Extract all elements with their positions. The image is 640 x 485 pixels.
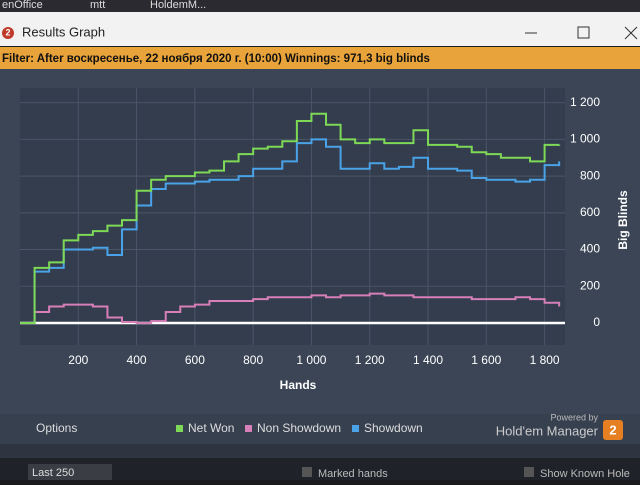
series-line	[20, 292, 561, 324]
legend-label: Net Won	[188, 421, 234, 435]
taskbar	[0, 0, 640, 12]
close-button[interactable]	[624, 26, 638, 40]
brand-version: 2	[609, 422, 616, 437]
y-tick-label: 1 000	[570, 132, 600, 146]
x-axis-label: Hands	[280, 378, 317, 392]
y-tick-label: 400	[580, 242, 600, 256]
options-button[interactable]: Options	[36, 421, 77, 435]
series-line	[20, 112, 561, 324]
scrollbar[interactable]	[0, 444, 640, 458]
legend-swatch	[245, 425, 252, 432]
x-tick-label: 1 400	[413, 353, 443, 367]
app-icon	[2, 27, 14, 39]
brand: Hold'em Manager	[496, 423, 599, 438]
brand-logo	[603, 420, 623, 440]
title-bar	[0, 12, 640, 46]
legend-label: Non Showdown	[257, 421, 341, 435]
x-tick-label: 1 600	[471, 353, 501, 367]
filter-text: Filter: After воскресенье, 22 ноября 202…	[2, 53, 430, 65]
range-dropdown[interactable]	[28, 464, 112, 480]
window-title: Results Graph	[22, 24, 105, 39]
marked-checkbox[interactable]	[302, 467, 312, 477]
toolbar	[0, 458, 640, 480]
legend-label: Showdown	[364, 421, 423, 435]
legend-swatch	[352, 425, 359, 432]
y-tick-label: 800	[580, 168, 600, 182]
taskbar-item[interactable]: HoldemM...	[150, 0, 206, 11]
x-tick-label: 1 200	[355, 353, 385, 367]
app-icon-label: 2	[5, 27, 10, 37]
x-tick-label: 200	[68, 353, 88, 367]
plot-area	[20, 88, 565, 345]
marked-label[interactable]: Marked hands	[318, 468, 388, 480]
y-axis-label: Big Blinds	[616, 190, 630, 250]
y-tick-label: 200	[580, 278, 600, 292]
legend-bar	[0, 414, 640, 444]
y-tick-label: 600	[580, 205, 600, 219]
powered-by: Powered by	[550, 412, 598, 422]
x-tick-label: 800	[243, 353, 263, 367]
series-line	[20, 138, 561, 324]
show-label[interactable]: Show Known Hole	[540, 468, 630, 480]
show-checkbox[interactable]	[524, 467, 534, 477]
y-tick-label: 0	[593, 315, 600, 329]
taskbar-item[interactable]: mtt	[90, 0, 105, 11]
taskbar-item[interactable]: enOffice	[2, 0, 43, 11]
x-tick-label: 1 000	[296, 353, 326, 367]
y-tick-label: 1 200	[570, 95, 600, 109]
x-tick-label: 600	[185, 353, 205, 367]
legend-swatch	[176, 425, 183, 432]
filter-bar	[0, 47, 640, 69]
x-tick-label: 1 800	[530, 353, 560, 367]
maximize-button[interactable]	[577, 26, 590, 39]
x-tick-label: 400	[127, 353, 147, 367]
range-label[interactable]: Last 250	[32, 467, 74, 479]
